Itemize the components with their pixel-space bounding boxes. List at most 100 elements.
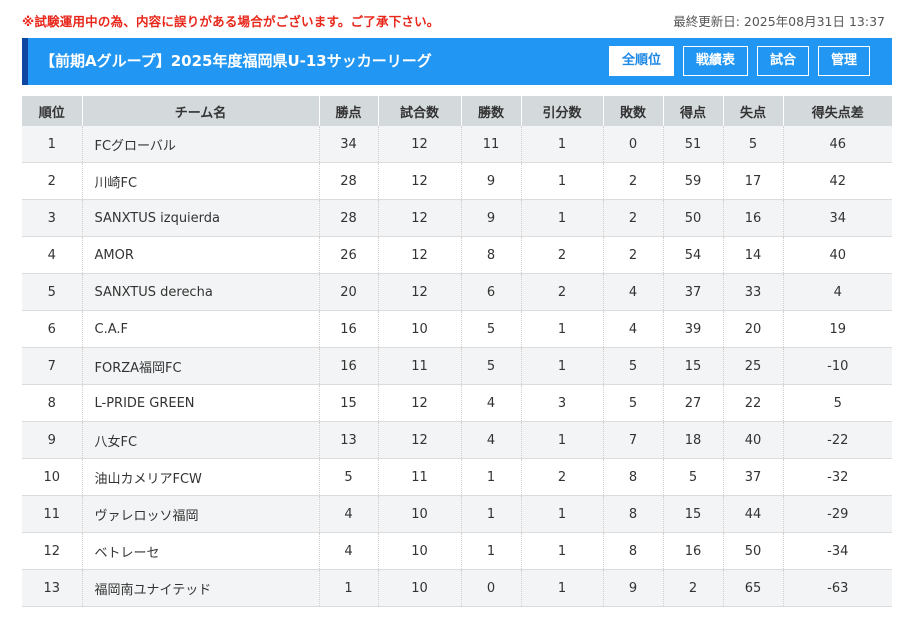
last-updated: 最終更新日: 2025年08月31日 13:37 bbox=[673, 14, 885, 29]
cell-played: 10 bbox=[378, 310, 462, 348]
table-row: 4 AMOR 26 12 8 2 2 54 14 40 bbox=[22, 236, 892, 274]
column-header-goals-for: 得点 bbox=[663, 96, 724, 126]
cell-wins: 9 bbox=[461, 199, 522, 237]
cell-points: 28 bbox=[319, 162, 379, 200]
league-title: 【前期Aグループ】2025年度福岡県U-13サッカーリーグ bbox=[40, 52, 432, 70]
cell-goals-against: 14 bbox=[723, 236, 784, 274]
cell-goal-difference: 40 bbox=[783, 236, 892, 274]
cell-rank: 8 bbox=[22, 384, 83, 422]
cell-wins: 4 bbox=[461, 384, 522, 422]
cell-losses: 2 bbox=[603, 162, 664, 200]
league-header: 【前期Aグループ】2025年度福岡県U-13サッカーリーグ 全順位 戦績表 試合… bbox=[22, 38, 892, 85]
column-header-rank: 順位 bbox=[22, 96, 83, 126]
cell-wins: 8 bbox=[461, 236, 522, 274]
cell-rank: 9 bbox=[22, 421, 83, 459]
cell-goals-for: 39 bbox=[663, 310, 724, 348]
cell-wins: 0 bbox=[461, 569, 522, 607]
cell-draws: 3 bbox=[521, 384, 604, 422]
results-table-button[interactable]: 戦績表 bbox=[682, 46, 748, 76]
cell-wins: 1 bbox=[461, 532, 522, 570]
cell-losses: 5 bbox=[603, 347, 664, 385]
column-header-goal-difference: 得失点差 bbox=[783, 96, 892, 126]
table-row: 2 川崎FC 28 12 9 1 2 59 17 42 bbox=[22, 162, 892, 200]
cell-played: 11 bbox=[378, 347, 462, 385]
column-header-goals-against: 失点 bbox=[723, 96, 784, 126]
admin-button[interactable]: 管理 bbox=[817, 46, 870, 76]
cell-goals-for: 54 bbox=[663, 236, 724, 274]
cell-goal-difference: 46 bbox=[783, 126, 892, 163]
cell-played: 12 bbox=[378, 421, 462, 459]
cell-wins: 11 bbox=[461, 126, 522, 163]
table-row: 13 福岡南ユナイテッド 1 10 0 1 9 2 65 -63 bbox=[22, 569, 892, 607]
cell-points: 13 bbox=[319, 421, 379, 459]
table-row: 7 FORZA福岡FC 16 11 5 1 5 15 25 -10 bbox=[22, 347, 892, 385]
cell-team-name: SANXTUS izquierda bbox=[82, 199, 320, 237]
cell-goals-against: 33 bbox=[723, 273, 784, 311]
cell-goal-difference: -32 bbox=[783, 458, 892, 496]
standings-table: 順位 チーム名 勝点 試合数 勝数 引分数 敗数 得点 失点 得失点差 1 FCグローバル 34 12 1… bbox=[22, 96, 892, 607]
cell-goal-difference: 19 bbox=[783, 310, 892, 348]
cell-played: 11 bbox=[378, 458, 462, 496]
cell-goal-difference: -63 bbox=[783, 569, 892, 607]
cell-wins: 6 bbox=[461, 273, 522, 311]
cell-team-name: SANXTUS derecha bbox=[82, 273, 320, 311]
cell-draws: 2 bbox=[521, 273, 604, 311]
cell-goals-against: 17 bbox=[723, 162, 784, 200]
table-row: 12 ベトレーセ 4 10 1 1 8 16 50 -34 bbox=[22, 532, 892, 570]
cell-goals-against: 16 bbox=[723, 199, 784, 237]
cell-team-name: AMOR bbox=[82, 236, 320, 274]
cell-goals-against: 50 bbox=[723, 532, 784, 570]
cell-draws: 1 bbox=[521, 126, 604, 163]
table-body: 1 FCグローバル 34 12 11 1 0 51 5 46 2 川崎FC 28 12 9 1 2 59 17 42 3… bbox=[22, 126, 892, 607]
cell-points: 5 bbox=[319, 458, 379, 496]
cell-goals-against: 5 bbox=[723, 126, 784, 163]
table-header-row: 順位 チーム名 勝点 試合数 勝数 引分数 敗数 得点 失点 得失点差 bbox=[22, 96, 892, 126]
cell-team-name: C.A.F bbox=[82, 310, 320, 348]
cell-rank: 4 bbox=[22, 236, 83, 274]
cell-wins: 1 bbox=[461, 495, 522, 533]
cell-goals-against: 65 bbox=[723, 569, 784, 607]
cell-draws: 2 bbox=[521, 458, 604, 496]
cell-draws: 1 bbox=[521, 569, 604, 607]
cell-losses: 8 bbox=[603, 458, 664, 496]
cell-points: 15 bbox=[319, 384, 379, 422]
cell-played: 12 bbox=[378, 126, 462, 163]
cell-goal-difference: 4 bbox=[783, 273, 892, 311]
cell-goals-against: 25 bbox=[723, 347, 784, 385]
cell-goals-for: 5 bbox=[663, 458, 724, 496]
cell-points: 16 bbox=[319, 310, 379, 348]
cell-team-name: 福岡南ユナイテッド bbox=[82, 569, 320, 607]
cell-goals-for: 51 bbox=[663, 126, 724, 163]
table-row: 3 SANXTUS izquierda 28 12 9 1 2 50 16 34 bbox=[22, 199, 892, 237]
table-row: 11 ヴァレロッソ福岡 4 10 1 1 8 15 44 -29 bbox=[22, 495, 892, 533]
cell-wins: 9 bbox=[461, 162, 522, 200]
table-row: 8 L-PRIDE GREEN 15 12 4 3 5 27 22 5 bbox=[22, 384, 892, 422]
cell-rank: 1 bbox=[22, 126, 83, 163]
cell-played: 10 bbox=[378, 569, 462, 607]
cell-goal-difference: 42 bbox=[783, 162, 892, 200]
cell-team-name: ヴァレロッソ福岡 bbox=[82, 495, 320, 533]
cell-losses: 0 bbox=[603, 126, 664, 163]
column-header-wins: 勝数 bbox=[461, 96, 522, 126]
cell-team-name: 油山カメリアFCW bbox=[82, 458, 320, 496]
cell-team-name: FORZA福岡FC bbox=[82, 347, 320, 385]
cell-played: 10 bbox=[378, 495, 462, 533]
cell-losses: 8 bbox=[603, 495, 664, 533]
cell-draws: 1 bbox=[521, 199, 604, 237]
column-header-played: 試合数 bbox=[378, 96, 462, 126]
cell-rank: 11 bbox=[22, 495, 83, 533]
cell-goal-difference: -22 bbox=[783, 421, 892, 459]
cell-goal-difference: 34 bbox=[783, 199, 892, 237]
cell-played: 12 bbox=[378, 384, 462, 422]
all-standings-button[interactable]: 全順位 bbox=[608, 46, 674, 76]
cell-rank: 12 bbox=[22, 532, 83, 570]
matches-button[interactable]: 試合 bbox=[756, 46, 809, 76]
cell-rank: 10 bbox=[22, 458, 83, 496]
cell-draws: 1 bbox=[521, 421, 604, 459]
cell-goals-against: 44 bbox=[723, 495, 784, 533]
cell-rank: 6 bbox=[22, 310, 83, 348]
cell-losses: 2 bbox=[603, 199, 664, 237]
cell-goals-for: 2 bbox=[663, 569, 724, 607]
cell-rank: 13 bbox=[22, 569, 83, 607]
cell-draws: 1 bbox=[521, 162, 604, 200]
